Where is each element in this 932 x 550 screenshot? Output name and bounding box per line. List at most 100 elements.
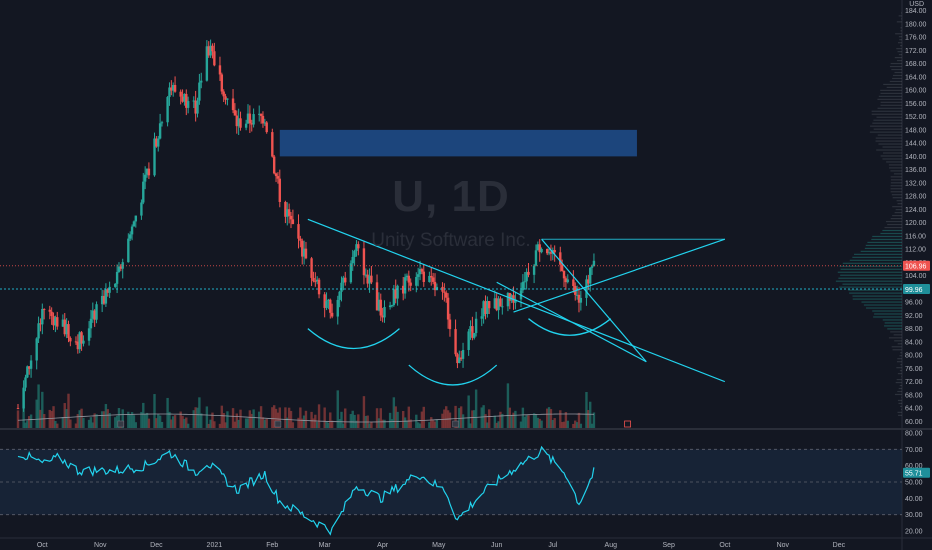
candle-body — [409, 282, 412, 286]
volume-bar — [244, 418, 248, 428]
volume-bar — [441, 413, 444, 428]
candle-body — [383, 307, 386, 318]
arc-3 — [528, 318, 612, 336]
volume-bar — [259, 406, 263, 428]
candle-body — [493, 298, 497, 309]
volume-bar — [104, 404, 108, 428]
candle-body — [231, 98, 235, 111]
last-price-tag: 106.96 — [905, 264, 927, 271]
candle-body — [250, 123, 253, 125]
event-marker — [117, 420, 125, 428]
volume-bar — [420, 411, 424, 428]
volume-bar — [469, 423, 472, 428]
volume-bar — [536, 417, 540, 428]
volume-bar — [158, 415, 162, 428]
volume-bar — [435, 419, 439, 428]
volume-bar — [207, 423, 210, 428]
crosshair-price-tag-bg — [903, 284, 930, 295]
volume-bar — [379, 408, 382, 428]
volume-bar — [553, 418, 556, 428]
candle-body — [65, 324, 68, 335]
volume-profile-bar — [839, 265, 902, 267]
rsi-tick-label: 40.00 — [905, 496, 923, 503]
price-tick-label: 60.00 — [905, 419, 923, 426]
candle-body — [222, 91, 225, 97]
candle-body — [312, 277, 315, 282]
price-tick-label: 76.00 — [905, 366, 923, 373]
volume-profile-bar — [880, 155, 902, 157]
candle-body — [74, 341, 78, 343]
price-tick-label: 140.00 — [905, 154, 927, 161]
volume-bar — [416, 422, 420, 428]
volume-bar — [422, 406, 425, 428]
volume-bar — [351, 410, 354, 428]
volume-bar — [200, 413, 203, 428]
candle-body — [196, 100, 199, 114]
candle-body — [357, 244, 360, 249]
volume-profile-bar — [895, 209, 902, 211]
candle-body — [448, 319, 452, 330]
candle-body — [589, 267, 592, 284]
candle-body — [327, 299, 330, 302]
candle-body — [364, 274, 368, 276]
candle-body — [564, 278, 568, 283]
time-tick-label: Mar — [319, 542, 332, 549]
candle-body — [566, 279, 569, 283]
volume-profile-bar — [897, 203, 902, 205]
volume-bar — [26, 420, 29, 428]
candle-body — [153, 138, 156, 176]
candle-body — [405, 275, 409, 278]
candle-body — [115, 271, 119, 284]
candle-body — [194, 100, 197, 114]
volume-profile-bar — [876, 149, 902, 151]
volume-bar — [340, 411, 343, 428]
volume-bar — [534, 414, 538, 428]
volume-bar — [74, 423, 78, 428]
candle-body — [22, 387, 25, 409]
candle-body — [392, 289, 396, 306]
volume-bar — [250, 413, 253, 428]
volume-profile-bar — [882, 146, 902, 148]
candle-body — [314, 281, 317, 283]
candle-body — [445, 292, 448, 298]
volume-profile-bar — [897, 51, 902, 53]
volume-bar — [327, 422, 330, 428]
price-tick-label: 160.00 — [905, 88, 927, 95]
volume-profile-bar — [863, 304, 902, 306]
volume-profile-bar — [890, 185, 902, 187]
candle-body — [467, 331, 470, 350]
candle-body — [474, 318, 478, 334]
volume-bar — [407, 406, 411, 428]
candle-body — [329, 299, 332, 313]
volume-bar — [93, 413, 96, 428]
volume-bar — [299, 407, 302, 428]
volume-profile-bar — [900, 45, 902, 47]
volume-bar — [473, 410, 476, 428]
price-tick-label: 136.00 — [905, 167, 927, 174]
price-tick-label: 104.00 — [905, 273, 927, 280]
candle-body — [402, 285, 405, 294]
volume-bar — [224, 422, 227, 428]
time-tick-label: Nov — [94, 542, 107, 549]
candle-body — [480, 316, 483, 319]
candle-body — [416, 274, 420, 277]
volume-profile-bar — [864, 247, 902, 249]
volume-profile-bar — [896, 200, 902, 202]
candle-body — [304, 248, 308, 259]
volume-bar — [67, 393, 70, 428]
volume-bar — [211, 412, 214, 428]
rsi-tick-label: 60.00 — [905, 463, 923, 470]
volume-profile-bar — [871, 110, 902, 112]
candle-body — [351, 256, 354, 264]
candle-body — [349, 263, 353, 283]
volume-profile-bar — [897, 411, 902, 413]
volume-bar — [559, 410, 562, 428]
volume-profile-bar — [849, 292, 902, 294]
volume-profile-bar — [897, 390, 902, 393]
volume-bar — [575, 422, 579, 428]
volume-bar — [155, 418, 158, 428]
candle-body — [514, 299, 517, 303]
trendline-4 — [496, 281, 647, 363]
volume-bar — [29, 414, 33, 428]
